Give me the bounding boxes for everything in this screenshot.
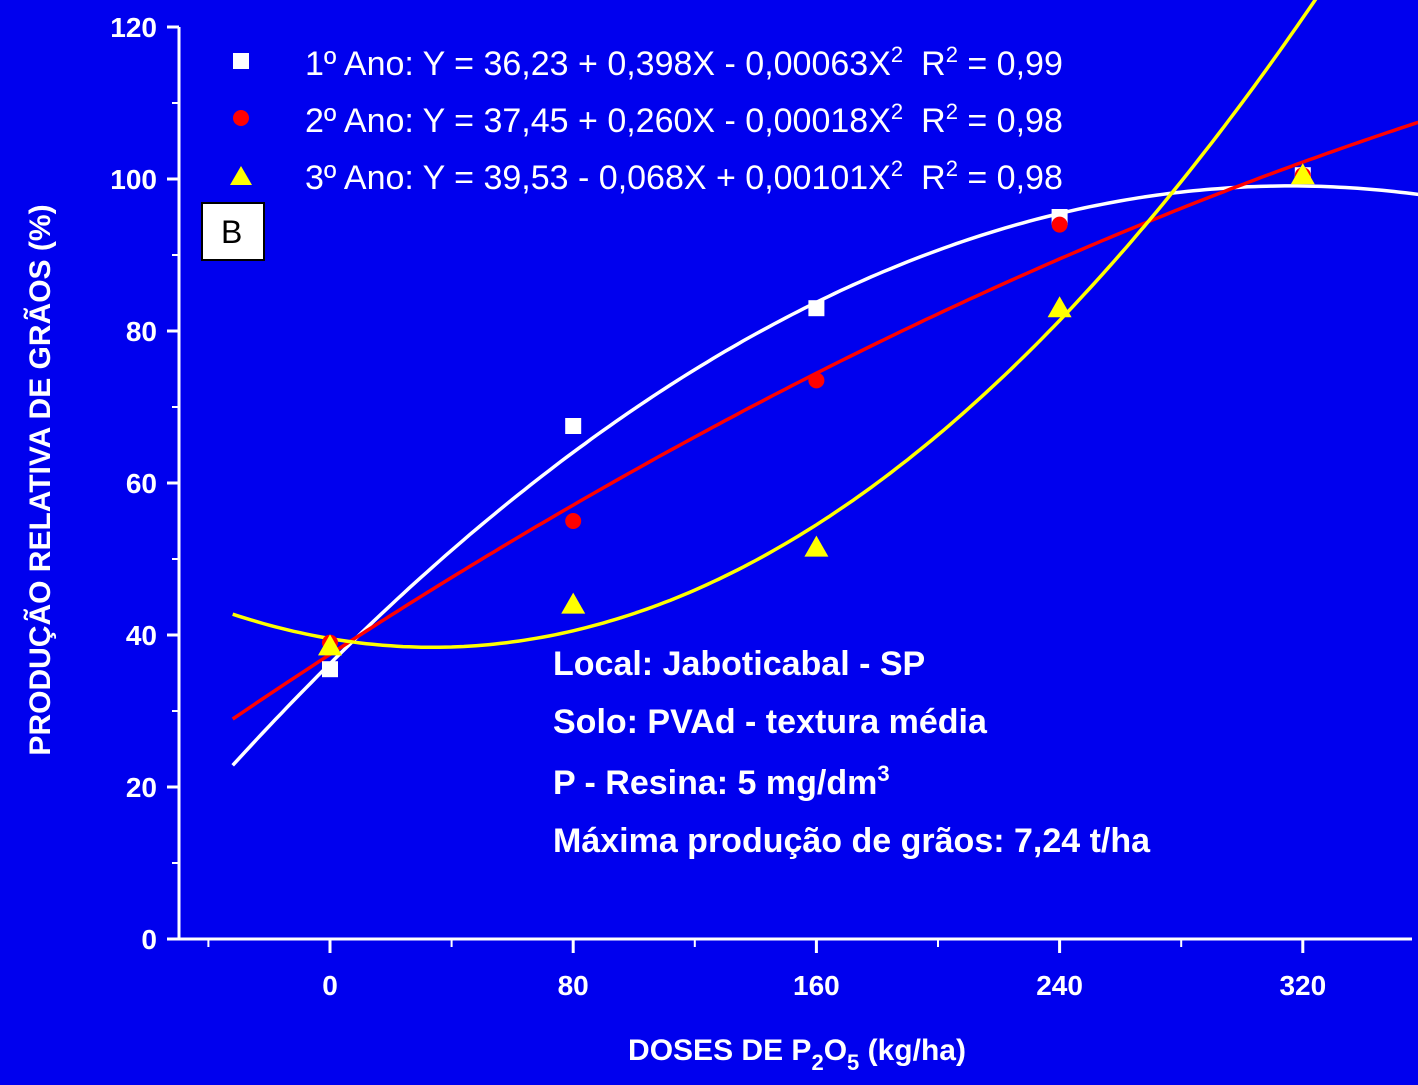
data-point-square xyxy=(808,300,825,317)
annotations: Local: Jaboticabal - SP Solo: PVAd - tex… xyxy=(553,645,1151,860)
legend-marker-circle xyxy=(233,110,249,126)
legend: 1º Ano: Y = 36,23 + 0,398X - 0,00063X2 R2… xyxy=(230,42,1063,197)
x-tick-label: 0 xyxy=(322,970,338,1001)
legend-entry-3: 3º Ano: Y = 39,53 - 0,068X + 0,00101X2 R2… xyxy=(305,156,1063,197)
data-point-triangle xyxy=(1290,163,1315,185)
legend-marker-triangle xyxy=(230,166,252,185)
legend-marker-square xyxy=(233,53,249,69)
y-tick-label: 20 xyxy=(126,772,157,803)
x-tick-label: 320 xyxy=(1279,970,1326,1001)
data-point-circle xyxy=(565,513,582,529)
data-point-triangle xyxy=(318,634,342,656)
x-tick-label: 240 xyxy=(1036,970,1083,1001)
data-point-circle xyxy=(1051,216,1068,233)
y-axis-title: PRODUÇÃO RELATIVA DE GRÃOS (%) xyxy=(23,204,57,755)
data-points xyxy=(318,163,1315,678)
data-point-triangle xyxy=(561,592,586,614)
annotation-soil: Solo: PVAd - textura média xyxy=(553,703,988,741)
fit-curve-1 xyxy=(231,184,1418,767)
data-point-triangle xyxy=(1047,296,1072,318)
y-tick-label: 100 xyxy=(110,164,157,195)
annotation-p-resin: P - Resina: 5 mg/dm3 xyxy=(553,761,890,802)
axes: 0 20 40 60 80 100 120 0 80 160 240 320 xyxy=(110,12,1412,1001)
data-point-square xyxy=(322,661,338,678)
data-point-square xyxy=(565,418,582,434)
y-tick-label: 40 xyxy=(126,620,157,651)
x-axis-title: DOSES DE P2O5 (kg/ha) xyxy=(628,1034,966,1075)
legend-entry-2: 2º Ano: Y = 37,45 + 0,260X - 0,00018X2 R2… xyxy=(305,99,1063,140)
fit-curve-2 xyxy=(231,120,1418,721)
data-point-circle xyxy=(808,372,825,389)
x-tick-label: 160 xyxy=(793,970,840,1001)
y-tick-label: 0 xyxy=(141,924,157,955)
y-tick-label: 80 xyxy=(126,316,157,347)
y-tick-label: 120 xyxy=(110,12,157,43)
y-tick-label: 60 xyxy=(126,468,157,499)
panel-label: B xyxy=(221,214,242,250)
fit-curve-3 xyxy=(232,0,1318,650)
legend-entry-1: 1º Ano: Y = 36,23 + 0,398X - 0,00063X2 R2… xyxy=(305,42,1063,83)
panel-label-box xyxy=(201,202,265,261)
annotation-location: Local: Jaboticabal - SP xyxy=(553,645,925,683)
annotation-max-yield: Máxima produção de grãos: 7,24 t/ha xyxy=(553,822,1151,860)
data-point-triangle xyxy=(804,535,829,557)
x-tick-label: 80 xyxy=(558,970,589,1001)
fit-curves xyxy=(231,0,1418,767)
